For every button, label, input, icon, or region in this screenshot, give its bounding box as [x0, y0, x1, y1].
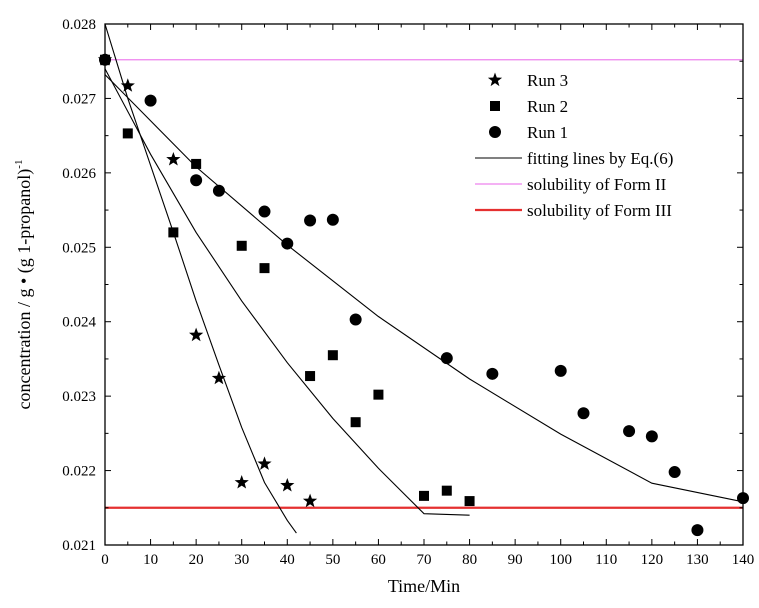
run-2-point-6 [259, 263, 270, 274]
data-markers [97, 52, 749, 537]
legend-label-1: Run 3 [527, 71, 568, 90]
x-tick-label: 70 [417, 552, 432, 568]
run-1-point-4 [212, 184, 225, 197]
y-tick-label: 0.025 [62, 240, 96, 256]
run-3-point-7 [257, 456, 272, 470]
run-1-point-10 [440, 352, 453, 365]
run-2-point-13 [464, 496, 475, 507]
run-1-point-6 [281, 237, 294, 250]
run-2-point-5 [236, 240, 247, 251]
run-1-point-9 [349, 313, 362, 326]
legend-marker-3 [489, 126, 501, 138]
run-3-point-6 [234, 475, 249, 489]
fit-line-run-1 [104, 74, 744, 503]
run-1-point-16 [668, 466, 681, 479]
y-tick-label: 0.022 [62, 464, 96, 480]
run-1-point-12 [554, 364, 567, 377]
fit-line-run-2 [104, 68, 470, 516]
x-tick-label: 50 [325, 552, 340, 568]
run-2-point-8 [327, 350, 338, 361]
x-axis-title: Time/Min [388, 576, 460, 596]
x-tick-label: 130 [686, 552, 709, 568]
run-2-point-12 [441, 485, 452, 496]
fit-lines [104, 23, 744, 534]
plot-frame [104, 23, 744, 546]
x-tick-label: 60 [371, 552, 386, 568]
legend-label-6: solubility of Form III [527, 201, 672, 220]
run-1-point-3 [190, 174, 203, 187]
x-tick-label: 120 [641, 552, 664, 568]
legend-label-5: solubility of Form II [527, 175, 667, 194]
x-tick-label: 30 [234, 552, 249, 568]
run-1-point-2 [144, 94, 157, 107]
x-tick-label: 40 [280, 552, 295, 568]
y-tick-label: 0.023 [62, 389, 96, 405]
run-3-point-4 [189, 327, 204, 342]
y-axis-title-text: concentration / g • (g 1-propanol) [14, 169, 35, 410]
run-2-point-7 [305, 371, 316, 382]
tick-labels: 0 10 20 30 40 50 60 70 80 90 100 110 120 130 140 0.021 0… [62, 17, 754, 568]
x-tick-label: 110 [595, 552, 617, 568]
run-2-point-4 [191, 158, 202, 169]
run-1-point-5 [258, 205, 271, 218]
run-3-point-2 [120, 78, 135, 92]
run-3-point-5 [211, 370, 227, 385]
run-1-point-8 [326, 213, 339, 226]
y-tick-label: 0.024 [62, 315, 96, 331]
legend-label-4: fitting lines by Eq.(6) [527, 149, 673, 168]
run-1-point-15 [645, 430, 658, 443]
x-tick-label: 90 [508, 552, 523, 568]
run-2-point-9 [350, 417, 361, 428]
run-3-point-8 [280, 478, 295, 492]
legend-marker-2 [490, 101, 500, 111]
legend-marker-1 [487, 72, 503, 87]
fit-line-run-3 [104, 23, 297, 534]
run-2-point-2 [122, 128, 133, 139]
axis-ticks [104, 23, 744, 546]
legend-label-2: Run 2 [527, 97, 568, 116]
run-1-point-11 [486, 367, 499, 380]
run-1-point-14 [623, 425, 636, 438]
x-tick-label: 140 [732, 552, 755, 568]
run-3-point-9 [302, 493, 318, 508]
run-2-point-3 [168, 227, 179, 238]
run-2-point-11 [419, 490, 429, 501]
y-tick-label: 0.028 [62, 17, 96, 33]
reference-lines [105, 59, 743, 509]
legend: Run 3 Run 2 Run 1 fitting lines by Eq.(6) so… [475, 71, 673, 220]
x-tick-label: 10 [143, 552, 158, 568]
x-tick-label: 20 [189, 552, 204, 568]
run-1-point-7 [304, 214, 317, 227]
x-tick-label: 0 [101, 552, 109, 568]
y-tick-label: 0.021 [62, 538, 96, 554]
y-axis-title-superscript: -1 [13, 160, 25, 169]
y-axis-title: concentration / g • (g 1-propanol)-1 [13, 160, 35, 410]
x-tick-label: 80 [462, 552, 477, 568]
x-tick-label: 100 [549, 552, 572, 568]
run-3-point-3 [166, 152, 181, 166]
run-1-point-17 [691, 524, 704, 537]
y-tick-label: 0.026 [62, 166, 96, 182]
run-2-point-10 [373, 389, 384, 400]
y-tick-label: 0.027 [62, 91, 96, 107]
legend-label-3: Run 1 [527, 123, 568, 142]
run-1-point-13 [577, 407, 590, 420]
